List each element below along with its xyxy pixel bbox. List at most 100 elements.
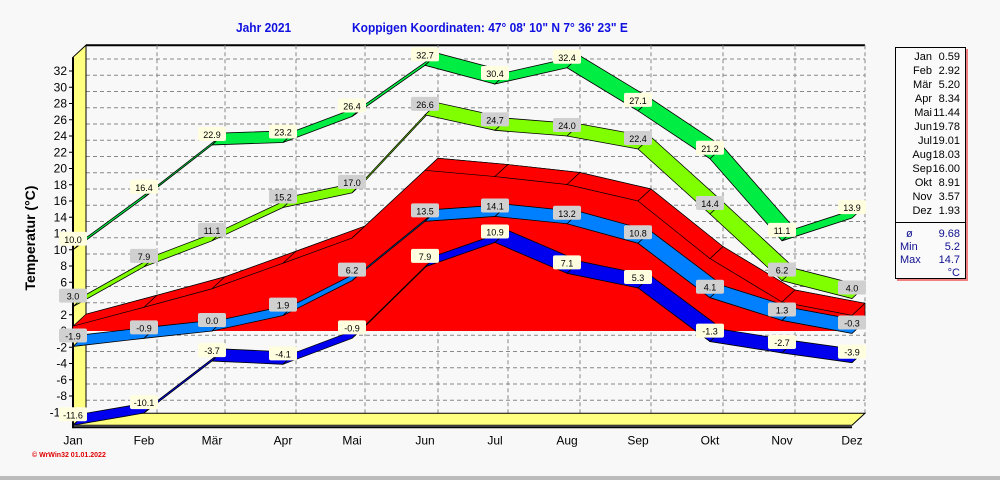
y-tick-label: -4 bbox=[56, 357, 67, 371]
data-label: -10.1 bbox=[134, 398, 155, 408]
chart-location: Koppigen Koordinaten: 47° 08' 10" N 7° 3… bbox=[352, 20, 628, 35]
data-label-bg bbox=[59, 407, 87, 422]
data-label: 1.9 bbox=[277, 301, 290, 311]
data-label: 24.0 bbox=[558, 121, 576, 131]
avg-value: 9.68 bbox=[938, 228, 960, 240]
data-label-bg bbox=[269, 297, 297, 312]
data-label-bg bbox=[768, 334, 796, 349]
data-label-bg bbox=[553, 49, 581, 64]
x-tick-label: Jan bbox=[63, 433, 82, 447]
min-value: 5.2 bbox=[944, 241, 960, 253]
max-label: Max bbox=[900, 254, 921, 266]
data-label-bg bbox=[338, 320, 366, 335]
data-label-bg bbox=[411, 203, 439, 218]
x-tick-label: Feb bbox=[134, 433, 155, 447]
data-label: 27.1 bbox=[629, 96, 647, 106]
data-label: 14.1 bbox=[486, 201, 504, 211]
data-label: -1.9 bbox=[65, 331, 81, 341]
legend-row: Dez 1.93 bbox=[896, 204, 965, 218]
legend-value: 0.59 bbox=[938, 51, 960, 63]
data-label: 16.4 bbox=[135, 183, 153, 193]
legend-value: 8.91 bbox=[938, 177, 960, 189]
data-label: 10.9 bbox=[486, 227, 504, 237]
data-label-bg bbox=[553, 255, 581, 270]
legend-month: Jun bbox=[914, 121, 932, 133]
legend-row: Apr 8.34 bbox=[896, 92, 965, 106]
x-tick-label: Dez bbox=[841, 433, 862, 447]
legend-month: Aug bbox=[912, 149, 932, 161]
data-label-bg bbox=[59, 231, 87, 246]
legend-month: Okt bbox=[914, 177, 932, 189]
data-label: -3.9 bbox=[844, 348, 860, 358]
data-label-bg bbox=[481, 66, 509, 80]
y-tick-label: 26 bbox=[54, 113, 68, 127]
data-label-bg bbox=[624, 269, 652, 284]
legend-value: 5.20 bbox=[938, 79, 960, 91]
legend-row: Jun 19.78 bbox=[896, 120, 965, 134]
unit-label: °C bbox=[947, 267, 960, 279]
data-label-bg bbox=[838, 200, 866, 215]
data-label: 11.1 bbox=[774, 226, 791, 236]
data-label: 6.2 bbox=[776, 266, 789, 276]
data-label: 10.8 bbox=[629, 228, 647, 238]
data-label: 15.2 bbox=[274, 193, 292, 203]
data-label-bg bbox=[338, 98, 366, 113]
x-tick-label: Jun bbox=[415, 433, 434, 447]
data-label: 1.3 bbox=[776, 305, 789, 315]
data-label: 32.7 bbox=[416, 50, 434, 60]
y-tick-label: -8 bbox=[56, 389, 67, 403]
legend-value: 8.34 bbox=[938, 93, 960, 105]
legend-row: Nov 3.57 bbox=[896, 190, 965, 204]
legend-month: Jan bbox=[914, 51, 932, 63]
legend-month: Mär bbox=[913, 79, 932, 91]
y-tick-label: 14 bbox=[54, 210, 68, 224]
data-label-bg bbox=[198, 313, 226, 327]
data-label: 4.1 bbox=[704, 283, 717, 293]
legend-month: Apr bbox=[914, 93, 932, 105]
data-label: 17.0 bbox=[343, 178, 361, 188]
data-label: 3.0 bbox=[67, 292, 80, 302]
data-label-bg bbox=[411, 47, 439, 62]
x-tick-label: Mär bbox=[202, 433, 223, 447]
chart-year: Jahr 2021 bbox=[236, 20, 292, 35]
data-label-bg bbox=[130, 248, 158, 263]
x-tick-label: Mai bbox=[342, 433, 361, 447]
legend-row: Feb 2.92 bbox=[896, 64, 965, 78]
x-tick-label: Nov bbox=[771, 433, 792, 447]
legend-month: Jul bbox=[917, 135, 932, 147]
legend-month: Feb bbox=[913, 65, 932, 77]
y-tick-label: 32 bbox=[54, 64, 68, 78]
data-label-bg bbox=[696, 140, 724, 155]
data-label: -0.9 bbox=[344, 323, 360, 333]
data-label: -11.6 bbox=[63, 410, 83, 420]
copyright: © WrWin32 01.01.2022 bbox=[32, 452, 106, 459]
data-label: -0.9 bbox=[136, 323, 152, 333]
data-label-bg bbox=[624, 131, 652, 145]
data-label: 21.2 bbox=[701, 144, 719, 154]
legend-value: 16.00 bbox=[932, 163, 960, 175]
legend-row: Jan 0.59 bbox=[896, 50, 965, 64]
data-label-bg bbox=[768, 302, 796, 317]
max-value: 14.7 bbox=[938, 254, 960, 266]
data-label-bg bbox=[269, 189, 297, 204]
y-tick-label: 22 bbox=[54, 145, 68, 159]
data-label-bg bbox=[130, 179, 158, 194]
data-label-bg bbox=[269, 346, 297, 361]
data-label: 24.7 bbox=[486, 115, 504, 125]
data-label-bg bbox=[338, 262, 366, 277]
legend-value: 19.01 bbox=[932, 135, 960, 147]
data-label-bg bbox=[59, 328, 87, 343]
data-label-bg bbox=[338, 174, 366, 189]
mean-area-top-segment bbox=[781, 289, 866, 316]
y-tick-label: 28 bbox=[54, 97, 68, 111]
data-label-bg bbox=[198, 126, 226, 141]
data-label-bg bbox=[411, 96, 439, 111]
legend-row: Mai 11.44 bbox=[896, 106, 965, 120]
data-label: 13.9 bbox=[843, 203, 861, 213]
data-label-bg bbox=[553, 205, 581, 220]
legend-value: 18.03 bbox=[932, 149, 960, 161]
data-label: 22.4 bbox=[629, 134, 647, 144]
legend-month: Nov bbox=[912, 191, 932, 203]
data-label: -2.7 bbox=[774, 338, 790, 348]
